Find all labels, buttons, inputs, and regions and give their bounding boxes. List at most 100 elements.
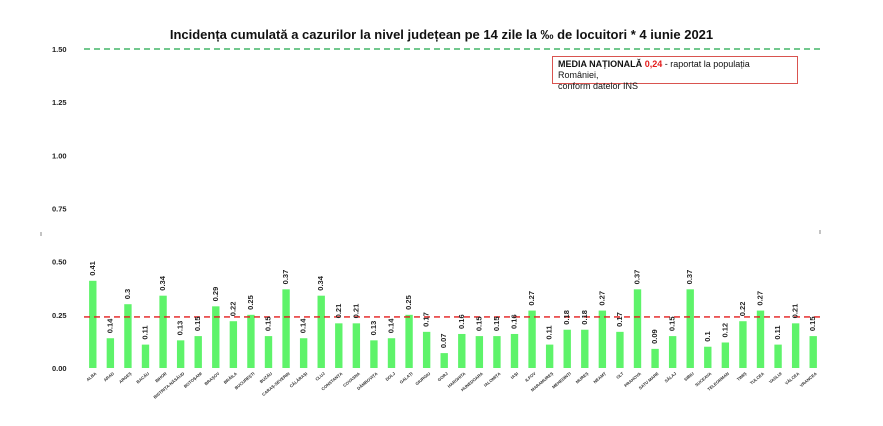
data-label: 0.37 xyxy=(685,270,694,285)
data-label: 0.1 xyxy=(703,331,712,341)
data-label: 0.15 xyxy=(264,316,273,331)
data-label: 0.21 xyxy=(351,304,360,319)
data-label: 0.34 xyxy=(316,275,325,290)
bar xyxy=(264,336,273,368)
category-label: ARGEȘ xyxy=(118,371,133,385)
bar xyxy=(317,295,325,368)
data-label: 0.07 xyxy=(439,334,448,349)
data-label: 0.15 xyxy=(474,316,483,331)
category-label: BRĂILA xyxy=(223,371,238,385)
category-label: NEAMȚ xyxy=(592,371,607,385)
data-label: 0.13 xyxy=(369,321,378,336)
category-label: MEHEDINȚI xyxy=(551,371,572,390)
category-label: BUZĂU xyxy=(259,371,273,384)
data-label: 0.13 xyxy=(176,321,185,336)
data-label: 0.16 xyxy=(457,314,466,329)
bar xyxy=(756,310,765,368)
category-label: VÂLCEA xyxy=(784,371,800,386)
bar xyxy=(686,289,694,368)
category-label: ALBA xyxy=(85,371,97,382)
data-label: 0.12 xyxy=(720,323,729,338)
data-label: 0.15 xyxy=(668,316,677,331)
category-label: OLT xyxy=(615,371,625,380)
data-label: 0.41 xyxy=(88,261,97,276)
bar xyxy=(458,333,466,368)
data-label: 0.16 xyxy=(510,314,519,329)
data-label: 0.29 xyxy=(211,287,220,302)
category-label: ARAD xyxy=(103,371,115,383)
category-label: BIHOR xyxy=(154,371,168,384)
data-label: 0.17 xyxy=(422,312,431,327)
data-label: 0.25 xyxy=(246,295,255,310)
y-tick-label: 1.50 xyxy=(52,45,67,54)
bar xyxy=(616,331,624,368)
category-label: GORJ xyxy=(437,371,450,383)
y-tick-label: 1.25 xyxy=(52,98,67,107)
bar xyxy=(774,344,782,368)
data-label: 0.14 xyxy=(387,318,396,333)
y-tick-label: 0.00 xyxy=(52,364,67,373)
data-label: 0.15 xyxy=(808,316,817,331)
category-label: CLUJ xyxy=(314,371,326,382)
data-label: 0.11 xyxy=(773,325,782,339)
bar xyxy=(422,331,431,368)
bar xyxy=(89,280,97,368)
category-label: BRAȘOV xyxy=(203,371,220,386)
bar xyxy=(475,336,484,368)
y-tick-label: 0.75 xyxy=(52,205,67,214)
data-label: 0.22 xyxy=(228,302,237,317)
bar xyxy=(124,304,132,368)
category-label: ILFOV xyxy=(524,371,537,383)
bar xyxy=(739,321,747,368)
data-label: 0.11 xyxy=(141,325,150,339)
bar xyxy=(493,336,501,368)
category-label: TULCEA xyxy=(749,371,765,386)
national-average-label: MEDIA NAȚIONALĂ xyxy=(558,59,643,69)
category-label: CĂLĂRAȘI xyxy=(288,371,308,389)
bar xyxy=(194,336,202,368)
bar xyxy=(598,310,607,368)
bar xyxy=(106,338,115,368)
data-label: 0.14 xyxy=(299,318,308,333)
bar xyxy=(176,340,185,368)
category-label: GIURGIU xyxy=(414,371,431,386)
bar xyxy=(229,321,238,368)
bar xyxy=(528,310,536,368)
data-label: 0.21 xyxy=(791,304,800,319)
data-label: 0.15 xyxy=(193,316,202,331)
category-label: SIBIU xyxy=(683,371,695,382)
data-label: 0.17 xyxy=(615,312,624,327)
category-label: TIMIȘ xyxy=(736,371,748,382)
bar xyxy=(510,333,519,368)
category-label: SĂLAJ xyxy=(664,371,678,384)
bar xyxy=(282,289,290,368)
national-average-source: conform datelor INS xyxy=(558,81,639,91)
bar xyxy=(352,323,361,368)
bar xyxy=(581,329,589,368)
bar xyxy=(545,344,554,368)
bar xyxy=(299,338,308,368)
bar xyxy=(809,336,817,368)
chart-title: Incidența cumulată a cazurilor la nivel … xyxy=(169,27,714,42)
national-average-box: MEDIA NAȚIONALĂ 0,24 - raportat la popul… xyxy=(552,56,798,91)
category-label: IALOMIȚA xyxy=(483,371,502,388)
bar xyxy=(405,314,413,368)
category-label: IAȘI xyxy=(510,371,519,380)
data-label: 0.37 xyxy=(633,270,642,285)
bar xyxy=(651,348,659,368)
data-label: 0.18 xyxy=(580,310,589,325)
category-label: DOLJ xyxy=(384,371,396,382)
national-average-suffix: - raportat la populația României, xyxy=(558,59,750,80)
bar xyxy=(141,344,150,368)
data-label: 0.27 xyxy=(756,291,765,306)
category-label: BACĂU xyxy=(135,371,150,385)
category-label: VASLUI xyxy=(768,371,783,385)
category-label: MUREȘ xyxy=(575,371,590,385)
data-label: 0.34 xyxy=(158,275,167,290)
y-tick-label: 1.00 xyxy=(52,151,67,160)
data-label: 0.15 xyxy=(492,316,501,331)
data-label: 0.25 xyxy=(404,295,413,310)
bar xyxy=(440,353,448,368)
data-label: 0.3 xyxy=(123,289,132,299)
